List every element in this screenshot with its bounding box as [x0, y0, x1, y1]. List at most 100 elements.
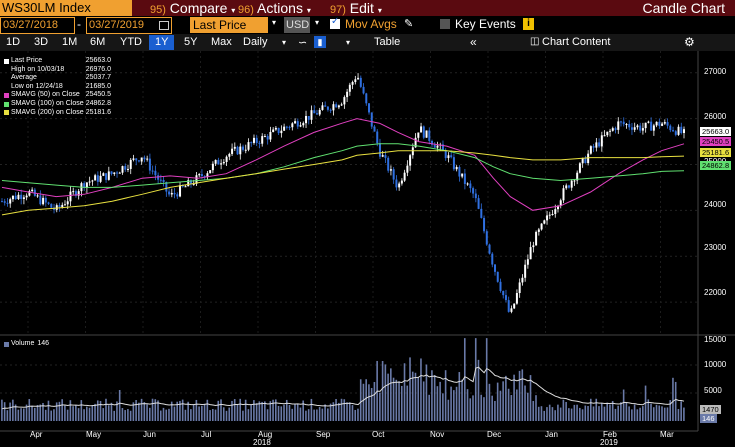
volume-bar: [384, 364, 387, 421]
candle-icon[interactable]: ▮: [314, 36, 326, 48]
volume-bar: [58, 401, 61, 421]
candle-body: [494, 264, 497, 272]
range-6m[interactable]: 6M: [90, 36, 106, 48]
gear-icon[interactable]: ⚙: [684, 35, 695, 49]
range-1d[interactable]: 1D: [6, 36, 21, 48]
candle-body: [650, 121, 653, 131]
chevron-down-icon[interactable]: ▾: [282, 38, 287, 47]
volume-bar: [86, 406, 88, 421]
vol-tick-label: 15000: [704, 335, 727, 344]
edit-menu[interactable]: 97) Edit ▾: [330, 0, 382, 19]
volume-bar: [201, 405, 203, 421]
volume-bar: [203, 403, 206, 421]
end-date-field[interactable]: 03/27/2019: [86, 17, 172, 34]
volume-bar: [680, 401, 682, 421]
compare-menu[interactable]: 95) Compare ▾: [150, 0, 235, 19]
volume-bar: [140, 398, 143, 421]
field-select[interactable]: Last Price: [190, 17, 268, 33]
volume-bar: [154, 399, 157, 421]
range-1y[interactable]: 1Y: [149, 35, 175, 50]
volume-bar: [280, 406, 283, 421]
volume-bar: [403, 363, 406, 421]
volume-bar: [53, 409, 55, 421]
chevron-down-icon[interactable]: ▾: [346, 38, 351, 47]
candle-body: [469, 183, 472, 189]
volume-bar: [313, 409, 315, 421]
candle-body: [559, 200, 562, 206]
legend-value: 21685.0: [85, 82, 111, 90]
line-chart-icon[interactable]: ∽: [298, 37, 308, 49]
actions-menu[interactable]: 96) Actions ▾: [238, 0, 311, 19]
range-5y[interactable]: 5Y: [184, 36, 198, 48]
legend-average: Average 25037.7: [4, 74, 111, 83]
volume-bar: [261, 401, 263, 421]
volume-bar: [461, 379, 463, 421]
vol-tick-label: 10000: [704, 360, 727, 369]
range-3d[interactable]: 3D: [34, 36, 49, 48]
key-events-checkbox[interactable]: [440, 19, 450, 29]
x-month-label: Apr: [30, 430, 43, 439]
x-year-label: 2018: [253, 438, 271, 447]
candle-body: [672, 130, 675, 132]
volume-bar: [266, 409, 269, 421]
collapse-icon[interactable]: «: [470, 35, 477, 49]
range-max[interactable]: Max: [211, 36, 232, 48]
pencil-icon[interactable]: ✎: [404, 18, 414, 30]
chevron-down-icon[interactable]: ▾: [272, 18, 277, 27]
candle-body: [96, 175, 99, 182]
volume-bar: [124, 410, 126, 421]
smavg100-line: [1, 143, 685, 188]
volume-bar: [99, 400, 102, 421]
candle-body: [181, 185, 184, 187]
volume-bar: [584, 405, 587, 421]
volume-bar: [411, 371, 414, 421]
candle-body: [83, 183, 86, 188]
candle-body: [61, 204, 64, 208]
candle-body: [307, 116, 310, 120]
candle-body: [233, 146, 236, 149]
ticker-field[interactable]: WS30LM Index: [0, 0, 132, 16]
volume-bar: [299, 407, 302, 421]
volume-bar: [198, 406, 200, 421]
period-select[interactable]: Daily: [243, 36, 268, 48]
x-month-label: Oct: [372, 430, 385, 439]
candle-body: [137, 160, 140, 162]
volume-bar: [491, 395, 493, 421]
candle-body: [652, 125, 655, 131]
candle-body: [633, 127, 636, 130]
currency-select[interactable]: USD: [284, 17, 310, 33]
price-chart[interactable]: [0, 51, 735, 447]
candle-body: [42, 197, 45, 205]
volume-bar: [294, 403, 296, 421]
range-ytd[interactable]: YTD: [120, 36, 142, 48]
chevron-down-icon[interactable]: ▾: [315, 18, 320, 27]
candle-body: [14, 195, 17, 200]
candle-body: [617, 121, 620, 130]
candle-body: [674, 131, 677, 135]
edit-num: 97): [330, 4, 346, 16]
chart-content-icon: ◫: [530, 36, 540, 47]
mov-avgs-checkbox[interactable]: ✓: [330, 16, 340, 29]
x-year-label: 2019: [600, 438, 618, 447]
candle-body: [587, 153, 590, 164]
calendar-icon[interactable]: [159, 21, 169, 30]
candle-body: [677, 126, 680, 135]
candle-body: [663, 122, 666, 124]
start-date-field[interactable]: 03/27/2018: [0, 17, 75, 34]
candle-body: [351, 82, 354, 85]
volume-bar: [135, 400, 137, 421]
volume-bar: [181, 399, 184, 421]
candle-body: [280, 130, 283, 134]
candle-body: [192, 183, 195, 185]
volume-bar: [417, 376, 420, 421]
candle-body: [74, 191, 77, 196]
y-tick-label: 22000: [704, 288, 727, 297]
chart-content-label[interactable]: Chart Content: [542, 36, 611, 48]
volume-bar: [565, 401, 567, 421]
candle-body: [614, 128, 617, 130]
volume-bar: [64, 405, 66, 421]
table-button[interactable]: Table: [374, 36, 401, 48]
candle-body: [179, 185, 182, 197]
info-icon[interactable]: i: [523, 18, 534, 30]
range-1m[interactable]: 1M: [62, 36, 78, 48]
